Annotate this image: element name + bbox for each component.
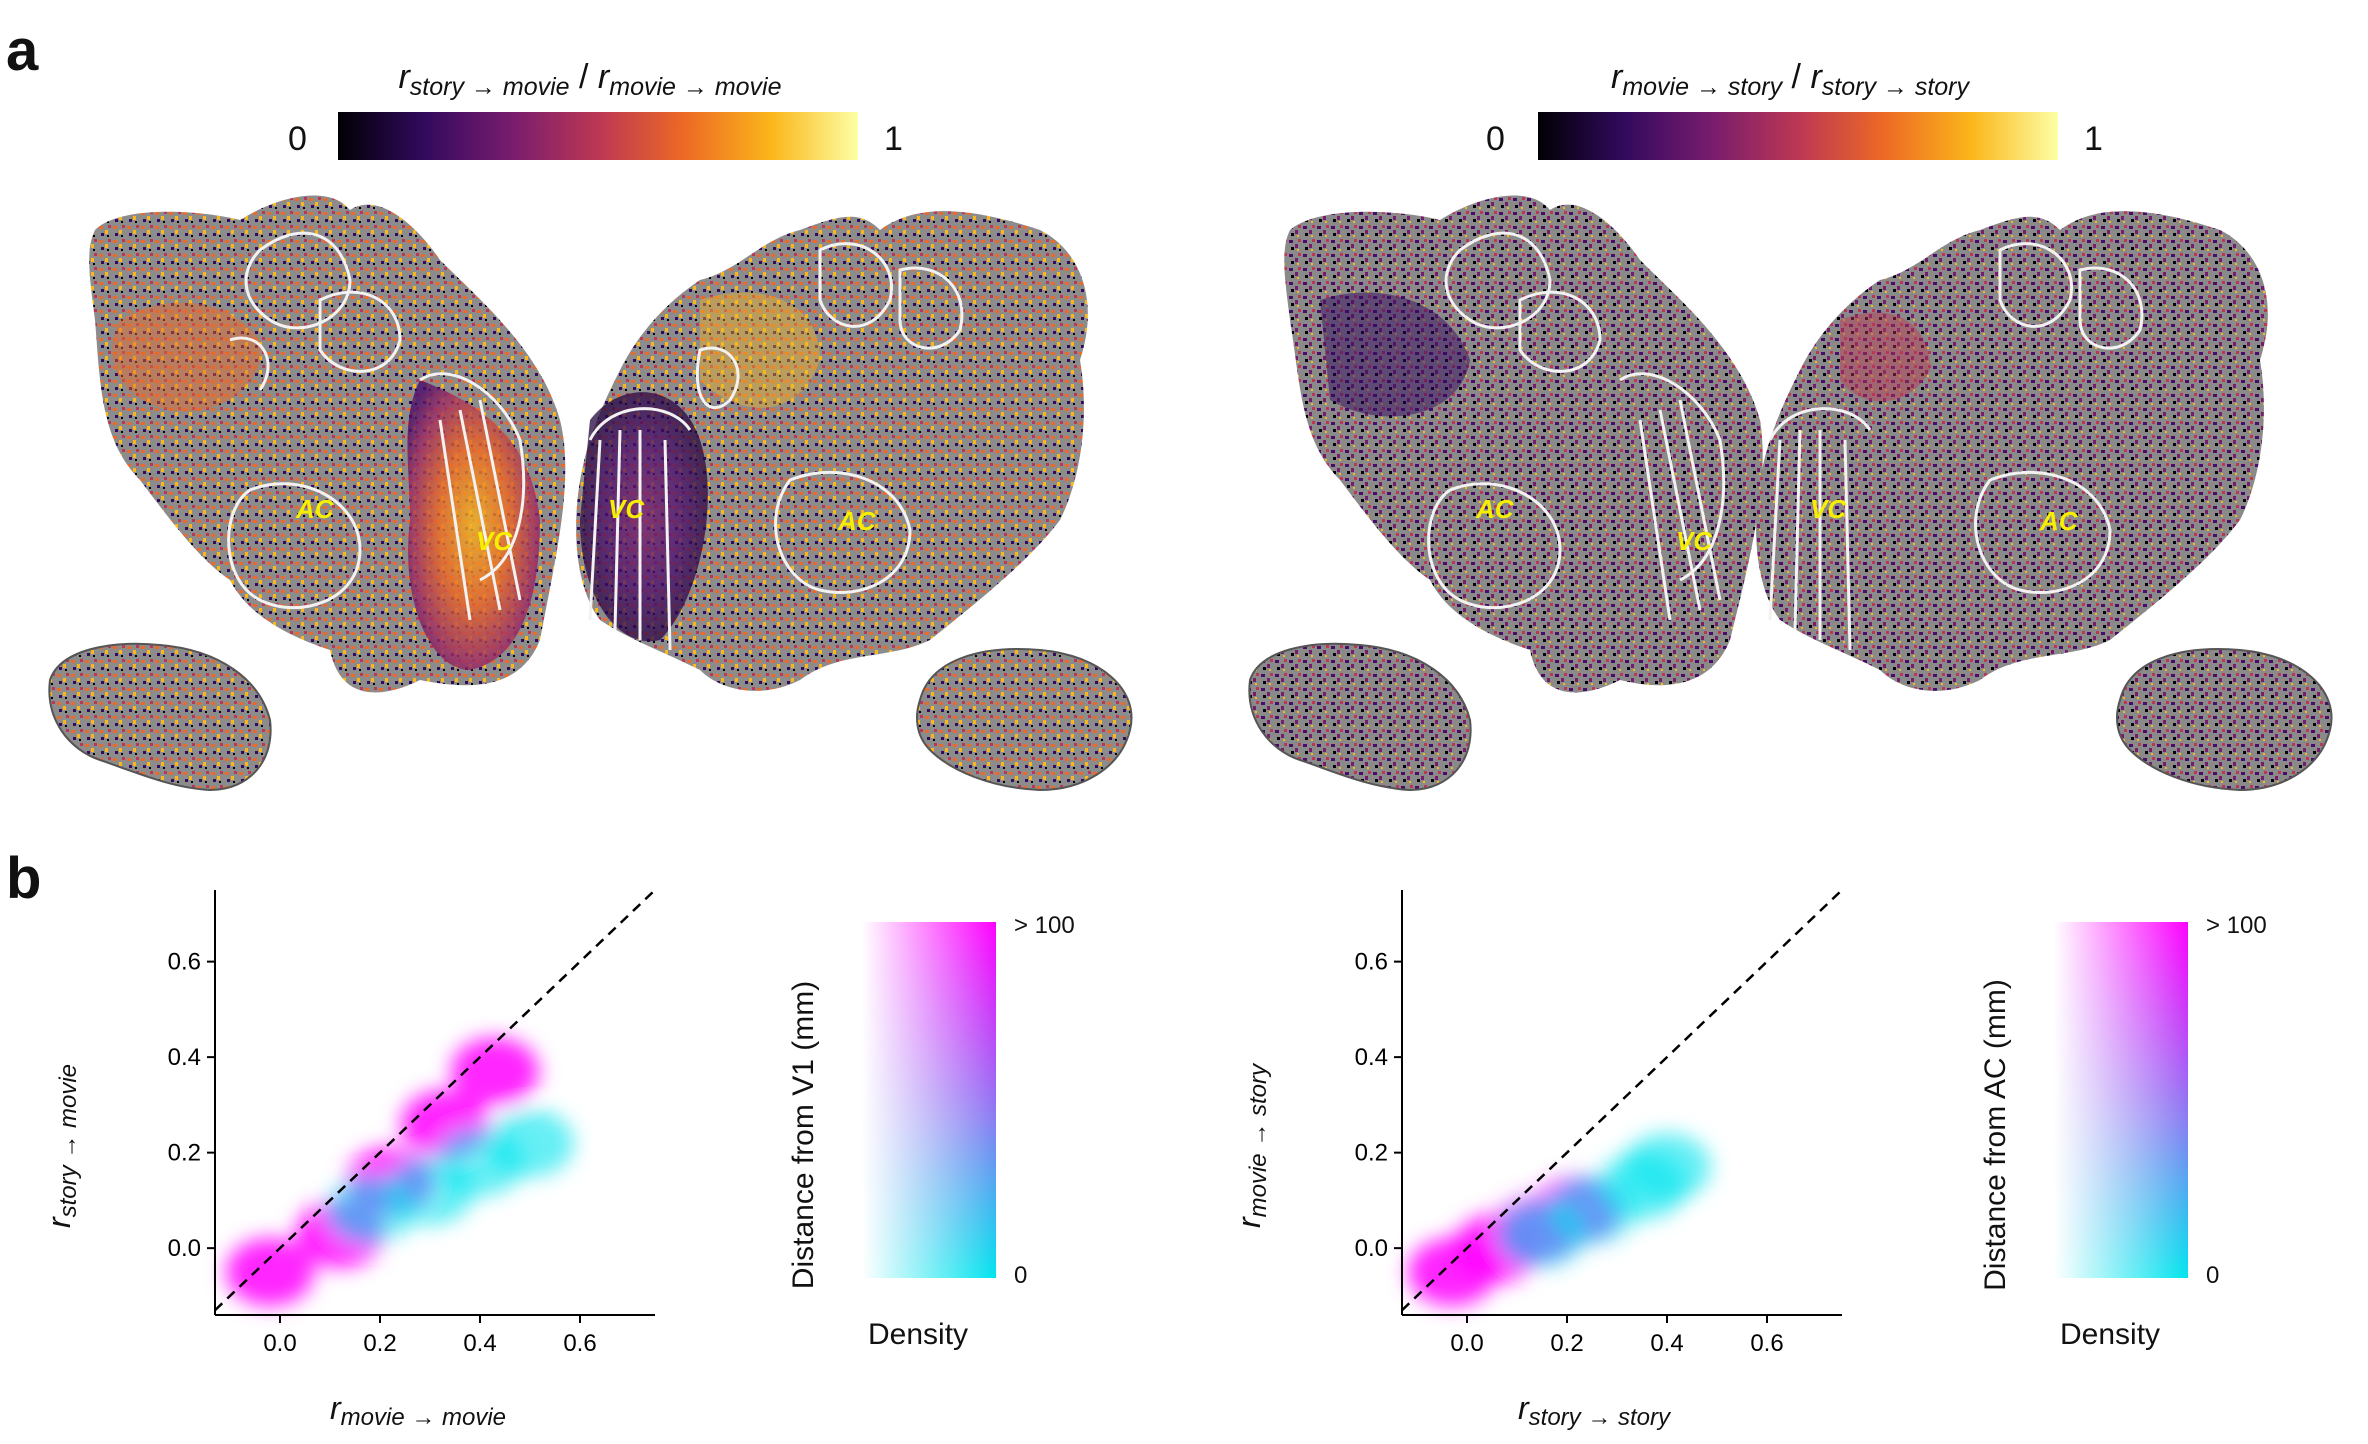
legend-tick-bottom-2: 0 bbox=[2206, 1262, 2220, 1289]
flatmap-1-left-hemisphere: AC VC bbox=[89, 195, 566, 693]
colorbar-max-label-2: 1 bbox=[2084, 120, 2103, 158]
panel-b-figure: 0.0 0.2 0.4 0.6 0.0 0.2 0.4 0.6 0.0 0.2 0.4 0.6 0… bbox=[168, 889, 2188, 1357]
legend-density-label-1: Density bbox=[868, 1318, 969, 1351]
flatmap-1-right-hemisphere: VC AC bbox=[576, 211, 1088, 691]
colorbar-gradient-2 bbox=[1538, 112, 2058, 160]
y-tick-label: 0.0 bbox=[168, 1235, 201, 1262]
colorbar-min-label-1: 0 bbox=[288, 120, 307, 158]
y-tick-label: 0.6 bbox=[1355, 949, 1388, 976]
brain-thumbnail-1-right bbox=[916, 648, 1133, 792]
vc-label-2-right: VC bbox=[1810, 494, 1847, 524]
x-axis-label-1: rmovie → movie bbox=[330, 1390, 507, 1431]
colorbar-title-2: rmovie → story / rstory → story bbox=[1610, 58, 1970, 101]
vc-label-1-left: VC bbox=[476, 526, 513, 556]
x-tick-label: 0.0 bbox=[263, 1330, 296, 1357]
colorbar-gradient-1 bbox=[338, 112, 858, 160]
brain-thumbnail-1-left bbox=[48, 642, 272, 792]
x-tick-label: 0.4 bbox=[1650, 1330, 1683, 1357]
legend-density-label-2: Density bbox=[2060, 1318, 2161, 1351]
y-tick-label: 0.4 bbox=[1355, 1044, 1388, 1071]
brain-thumbnail-2-right bbox=[2116, 648, 2333, 792]
x-tick-label: 0.4 bbox=[463, 1330, 496, 1357]
x-tick-label: 0.0 bbox=[1450, 1330, 1483, 1357]
density-cluster-far-point bbox=[486, 1109, 574, 1178]
density-plot-2: 0.0 0.2 0.4 0.6 0.0 0.2 0.4 0.6 bbox=[1355, 889, 1843, 1357]
ac-label-1-right: AC bbox=[837, 506, 877, 536]
colorbar-title-1: rstory → movie / rmovie → movie bbox=[398, 58, 782, 101]
density-distance-legend-1 bbox=[862, 922, 996, 1278]
ac-label-1-left: AC bbox=[295, 494, 335, 524]
colorbar-max-label-1: 1 bbox=[884, 120, 903, 158]
x-tick-label: 0.6 bbox=[1750, 1330, 1783, 1357]
y-tick-label: 0.2 bbox=[168, 1140, 201, 1167]
legend-tick-bottom-1: 0 bbox=[1014, 1262, 1028, 1289]
legend-tick-top-1: > 100 bbox=[1014, 912, 1075, 939]
brain-thumbnail-2-left bbox=[1248, 642, 1472, 792]
y-tick-label: 0.0 bbox=[1355, 1235, 1388, 1262]
vc-label-2-left: VC bbox=[1676, 526, 1713, 556]
flatmap-2-left-hemisphere: AC VC bbox=[1284, 195, 1763, 693]
density-cluster-near-point bbox=[226, 1238, 314, 1307]
flatmap-2-right-hemisphere: VC AC bbox=[1756, 211, 2268, 691]
x-axis-label-2: rstory → story bbox=[1518, 1390, 1671, 1431]
legend-distance-label-2: Distance from AC (mm) bbox=[1978, 979, 2012, 1291]
panel-label-b: b bbox=[6, 846, 42, 911]
y-tick-label: 0.4 bbox=[168, 1044, 201, 1071]
flatmap-figure: AC VC VC AC AC VC bbox=[48, 195, 2333, 792]
density-plot-1: 0.0 0.2 0.4 0.6 0.0 0.2 0.4 0.6 bbox=[168, 889, 656, 1357]
ac-label-2-left: AC bbox=[1475, 494, 1515, 524]
x-tick-label: 0.2 bbox=[1550, 1330, 1583, 1357]
x-tick-label: 0.2 bbox=[363, 1330, 396, 1357]
panel-label-a: a bbox=[6, 18, 39, 83]
density-distance-legend-2 bbox=[2054, 922, 2188, 1278]
legend-tick-top-2: > 100 bbox=[2206, 912, 2267, 939]
x-tick-label: 0.6 bbox=[563, 1330, 596, 1357]
y-axis-label-1: rstory → movie bbox=[41, 1063, 83, 1229]
y-axis-label-2: rmovie → story bbox=[1231, 1063, 1273, 1229]
legend-distance-label-1: Distance from V1 (mm) bbox=[787, 980, 821, 1290]
y-tick-label: 0.2 bbox=[1355, 1140, 1388, 1167]
density-cluster-far-point bbox=[1623, 1132, 1711, 1201]
identity-line-2 bbox=[1401, 889, 1843, 1312]
density-cluster-near-point bbox=[451, 1037, 539, 1106]
ac-label-2-right: AC bbox=[2039, 506, 2079, 536]
y-tick-label: 0.6 bbox=[168, 949, 201, 976]
vc-label-1-right: VC bbox=[608, 494, 645, 524]
colorbar-min-label-2: 0 bbox=[1486, 120, 1505, 158]
